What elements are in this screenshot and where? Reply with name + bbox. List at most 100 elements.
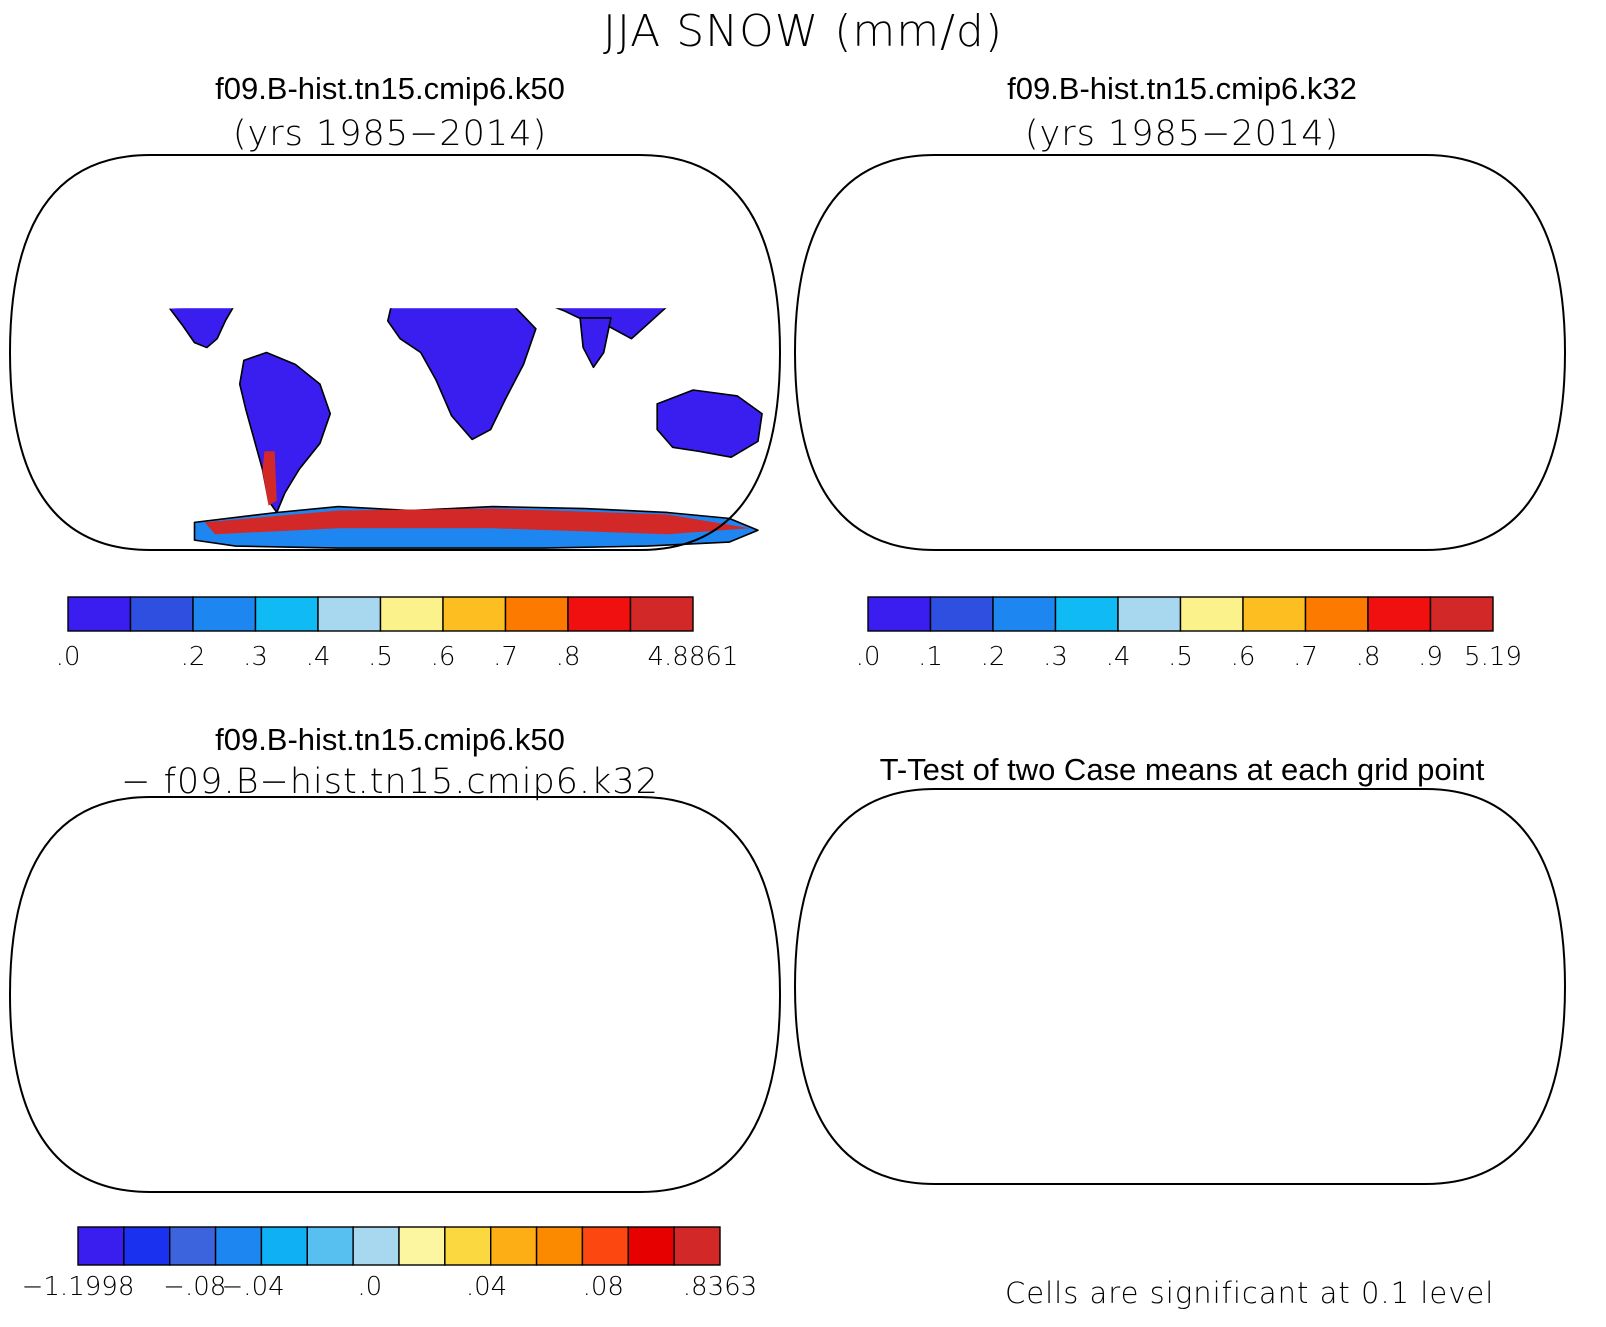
continent-india <box>579 317 612 369</box>
sig-canada <box>928 832 1000 850</box>
continent-greenland <box>326 817 392 866</box>
andes-diff <box>264 1103 274 1138</box>
colorbar-swatch <box>169 1226 217 1266</box>
colorbar-tick-label: .5 <box>368 642 393 672</box>
sig-siberia <box>1391 817 1473 839</box>
colorbar-swatch <box>504 596 569 632</box>
continent-greenland <box>326 175 392 224</box>
colorbar-tick-label: .0 <box>856 642 881 672</box>
panel2-title: f09.B-hist.tn15.cmip6.k32 <box>1007 71 1357 106</box>
colorbar-tick-label: .8363 <box>683 1272 757 1302</box>
colorbar-tick-label: −.04 <box>222 1272 285 1302</box>
tibet-diff <box>570 909 618 926</box>
continent-south-america <box>1025 987 1115 1147</box>
colorbar-swatch <box>442 596 507 632</box>
antarctic-orange <box>225 1158 318 1172</box>
colorbar-tick-label: .6 <box>1231 642 1256 672</box>
land-layer <box>903 809 1547 1182</box>
colorbar-tick-label: .0 <box>56 642 81 672</box>
colorbar-swatch <box>1367 596 1432 632</box>
panel3-subtitle: − f09.B−hist.tn15.cmip6.k32 <box>121 762 659 802</box>
colorbar-tick-label: .1 <box>918 642 943 672</box>
sig-asia <box>1432 866 1458 880</box>
continent-africa <box>1173 285 1321 439</box>
colorbar-swatch <box>214 1226 263 1266</box>
colorbar-swatch <box>535 1226 584 1266</box>
colorbar-tick-label: −.08 <box>163 1272 226 1302</box>
tibet-high <box>1350 267 1407 286</box>
map-panel-1 <box>8 154 782 551</box>
colorbar-swatch <box>254 596 319 632</box>
continent-south-america <box>240 995 330 1155</box>
colorbar-tick-label: .0 <box>357 1272 382 1302</box>
panel2-subtitle: (yrs 1985−2014) <box>1024 114 1340 154</box>
colorbar-swatch <box>1304 596 1369 632</box>
significance-note: Cells are significant at 0.1 level <box>1005 1276 1495 1310</box>
colorbar-swatch <box>490 1226 538 1266</box>
map-frame <box>793 788 1567 1185</box>
sig-ant <box>1483 1154 1524 1164</box>
continent-australia <box>657 1032 762 1099</box>
colorbar-swatch <box>352 1226 400 1266</box>
colorbar-swatch <box>123 1226 171 1266</box>
continent-africa <box>386 308 537 441</box>
continent-north-america <box>118 827 307 990</box>
colorbar-swatch <box>1054 596 1119 632</box>
colorbar-tick-label: .9 <box>1418 642 1443 672</box>
antarctic-red <box>647 1156 750 1172</box>
colorbar-tick-label: .3 <box>243 642 268 672</box>
canada-blue <box>153 837 266 863</box>
colorbar-swatch <box>260 1226 308 1266</box>
map-panel-3 <box>8 796 782 1193</box>
colorbar-tick-label: −1.1998 <box>22 1272 135 1302</box>
tibet-core <box>577 270 608 279</box>
colorbar-swatch <box>581 1226 629 1266</box>
colorbar-tick-label: .6 <box>431 642 456 672</box>
andes-snow <box>1047 451 1061 505</box>
land-layer <box>117 175 763 549</box>
map-frame <box>8 796 782 1193</box>
panel4-title: T-Test of two Case means at each grid po… <box>879 752 1485 787</box>
colorbar-tick-label: .8 <box>1356 642 1381 672</box>
colorbar-tick-label: .4 <box>306 642 331 672</box>
colorbar-swatch <box>629 596 694 632</box>
colorbar-panel-3: −1.1998 −.08−.04 .0 .04 .08 .8363 <box>22 1226 757 1302</box>
andes-snow <box>262 451 277 506</box>
colorbar-swatch <box>1179 596 1244 632</box>
antarctic-coast <box>204 508 750 535</box>
land-layer <box>903 175 1547 548</box>
continent-australia <box>1442 390 1547 457</box>
tibet-core <box>1362 270 1393 279</box>
continent-north-america <box>117 308 309 349</box>
continent-india <box>1365 952 1396 1001</box>
colorbar-swatch <box>129 596 194 632</box>
colorbar-tick-label: 4.8861 <box>648 642 739 672</box>
colorbar-tick-label: .4 <box>1106 642 1131 672</box>
colorbar-swatch <box>306 1226 354 1266</box>
colorbar-tick-label: .7 <box>1293 642 1318 672</box>
sig-alaska <box>908 836 934 848</box>
colorbar-tick-label: .8 <box>556 642 581 672</box>
continent-greenland <box>1111 809 1177 858</box>
continent-eurasia <box>390 823 750 981</box>
colorbar-swatch <box>992 596 1057 632</box>
colorbar-swatch <box>67 596 132 632</box>
colorbar-swatch <box>192 596 257 632</box>
colorbar-panel-1: .0 .2 .3 .4 .5 .6 .7 .8 4.8861 <box>56 596 739 672</box>
colorbar-swatch <box>379 596 444 632</box>
map-panel-2 <box>793 154 1567 551</box>
colorbar-swatch <box>398 1226 446 1266</box>
tibet-diff-red <box>583 914 600 922</box>
continent-eurasia <box>1175 815 1535 973</box>
figure-title: JJA SNOW (mm/d) <box>602 6 1004 57</box>
continent-antarctica <box>980 507 1543 548</box>
siberia-blue <box>606 829 709 853</box>
land-layer <box>118 817 762 1190</box>
panel1-subtitle: (yrs 1985−2014) <box>232 114 548 154</box>
colorbar-panel-2: .0 .1 .2 .3 .4 .5 .6 .7 .8 .9 5.19 <box>856 596 1522 672</box>
panel3-title: f09.B-hist.tn15.cmip6.k50 <box>215 722 565 757</box>
sig-na <box>969 890 984 906</box>
colorbar-swatch <box>1117 596 1182 632</box>
colorbar-tick-label: 5.19 <box>1464 642 1522 672</box>
